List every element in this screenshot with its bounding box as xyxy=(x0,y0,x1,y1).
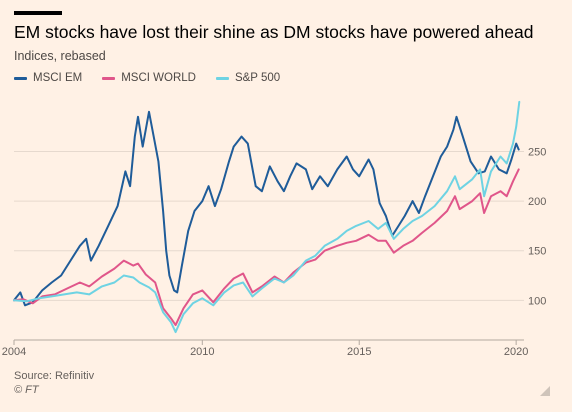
y-tick-label: 200 xyxy=(528,196,546,208)
x-tick-label: 2010 xyxy=(190,346,214,358)
chart-title: EM stocks have lost their shine as DM st… xyxy=(14,22,534,42)
legend-swatch-sp500 xyxy=(215,76,229,80)
source-note: Source: Refinitiv xyxy=(14,370,95,382)
legend-swatch-msci-world xyxy=(102,76,116,80)
chart-subtitle: Indices, rebased xyxy=(14,49,106,63)
legend-label: MSCI EM xyxy=(33,72,83,84)
y-tick-label: 250 xyxy=(528,147,546,159)
legend-item-msci-em: MSCI EM xyxy=(14,72,82,84)
series-line-msci-em xyxy=(13,110,520,307)
legend-item-sp500: S&P 500 xyxy=(215,72,281,84)
legend: MSCI EM MSCI WORLD S&P 500 xyxy=(14,72,280,84)
x-tick-label: 2004 xyxy=(2,346,26,358)
legend-item-msci-world: MSCI WORLD xyxy=(102,72,196,84)
legend-swatch-msci-em xyxy=(14,76,27,80)
legend-label: MSCI WORLD xyxy=(121,72,196,84)
resize-corner-icon xyxy=(540,386,550,396)
brand-bar xyxy=(14,11,62,15)
legend-label: S&P 500 xyxy=(234,72,281,84)
series-line-msci-world xyxy=(13,168,520,327)
y-tick-label: 150 xyxy=(528,246,546,258)
x-tick-label: 2020 xyxy=(504,346,528,358)
series-line-s-p-500 xyxy=(13,100,521,334)
copyright: © FT xyxy=(14,384,39,396)
y-tick-label: 100 xyxy=(528,295,546,307)
x-tick-label: 2015 xyxy=(347,346,371,358)
footer: Source: Refinitiv © FT xyxy=(14,369,94,397)
